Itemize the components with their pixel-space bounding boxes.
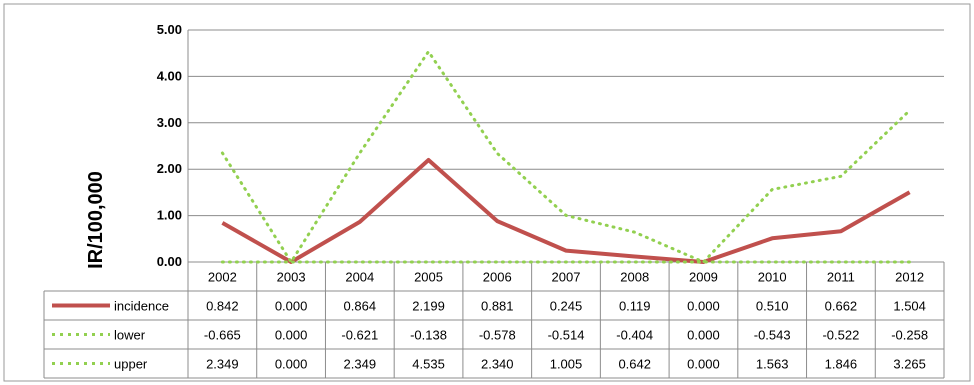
gridlines <box>187 29 944 262</box>
data-label: -0.522 <box>822 328 859 343</box>
legend-label-lower: lower <box>114 328 146 343</box>
data-label: -0.138 <box>410 328 447 343</box>
data-label: 0.881 <box>481 299 514 314</box>
y-tick-label: 4.00 <box>157 68 182 83</box>
data-label: 0.642 <box>618 357 651 372</box>
data-label: 0.000 <box>687 299 720 314</box>
x-tick-label: 2007 <box>552 270 581 285</box>
data-label: 0.000 <box>275 299 308 314</box>
x-tick-label: 2006 <box>483 270 512 285</box>
series-lines <box>220 50 912 264</box>
x-tick-label: 2004 <box>345 270 374 285</box>
data-label: 0.510 <box>756 299 789 314</box>
data-label: -0.665 <box>204 328 241 343</box>
y-tick-label: 2.00 <box>157 161 182 176</box>
data-table: 2002 2003 2004 2005 2006 2007 2008 2009 2010 2011… <box>43 261 945 379</box>
data-label: 3.265 <box>893 357 926 372</box>
y-tick-label: 3.00 <box>157 115 182 130</box>
series-line-incidence <box>221 158 911 264</box>
x-tick-label: 2012 <box>895 270 924 285</box>
x-tick-label: 2010 <box>758 270 787 285</box>
data-label: -0.543 <box>754 328 791 343</box>
x-tick-label: 2003 <box>277 270 306 285</box>
legend-label-incidence: incidence <box>114 299 169 314</box>
data-label: 4.535 <box>412 357 445 372</box>
data-label: 0.000 <box>687 357 720 372</box>
data-label: 2.340 <box>481 357 514 372</box>
data-label: 1.563 <box>756 357 789 372</box>
legend-label-upper: upper <box>114 357 148 372</box>
data-label: 0.662 <box>825 299 858 314</box>
data-label: 0.000 <box>275 357 308 372</box>
data-label: 0.864 <box>344 299 377 314</box>
x-tick-label: 2009 <box>689 270 718 285</box>
x-tick-label: 2011 <box>827 270 855 285</box>
data-label: -0.514 <box>548 328 585 343</box>
data-label: 0.842 <box>206 299 239 314</box>
data-label: -0.621 <box>341 328 378 343</box>
y-tick-label: 0.00 <box>157 254 182 269</box>
y-tick-label: 1.00 <box>157 208 182 223</box>
data-label: 1.504 <box>893 299 926 314</box>
series-line-upper <box>220 50 912 264</box>
y-tick-label: 5.00 <box>157 22 182 37</box>
x-tick-label: 2008 <box>620 270 649 285</box>
data-label: 0.119 <box>619 299 651 314</box>
y-axis-ticks: 0.00 1.00 2.00 3.00 4.00 5.00 <box>157 22 182 269</box>
data-label: 0.000 <box>275 328 308 343</box>
data-label: 0.245 <box>550 299 583 314</box>
data-label: -0.404 <box>616 328 653 343</box>
data-label: -0.578 <box>479 328 516 343</box>
x-tick-label: 2002 <box>208 270 237 285</box>
x-tick-label: 2005 <box>414 270 443 285</box>
data-label: 2.199 <box>412 299 445 314</box>
chart-border <box>3 3 971 382</box>
data-label: 0.000 <box>687 328 720 343</box>
data-label: 1.846 <box>825 357 858 372</box>
y-axis-title: IR/100,000 <box>85 171 107 269</box>
data-label: 1.005 <box>550 357 583 372</box>
data-label: -0.258 <box>891 328 928 343</box>
data-label: 2.349 <box>344 357 377 372</box>
data-label: 2.349 <box>206 357 239 372</box>
